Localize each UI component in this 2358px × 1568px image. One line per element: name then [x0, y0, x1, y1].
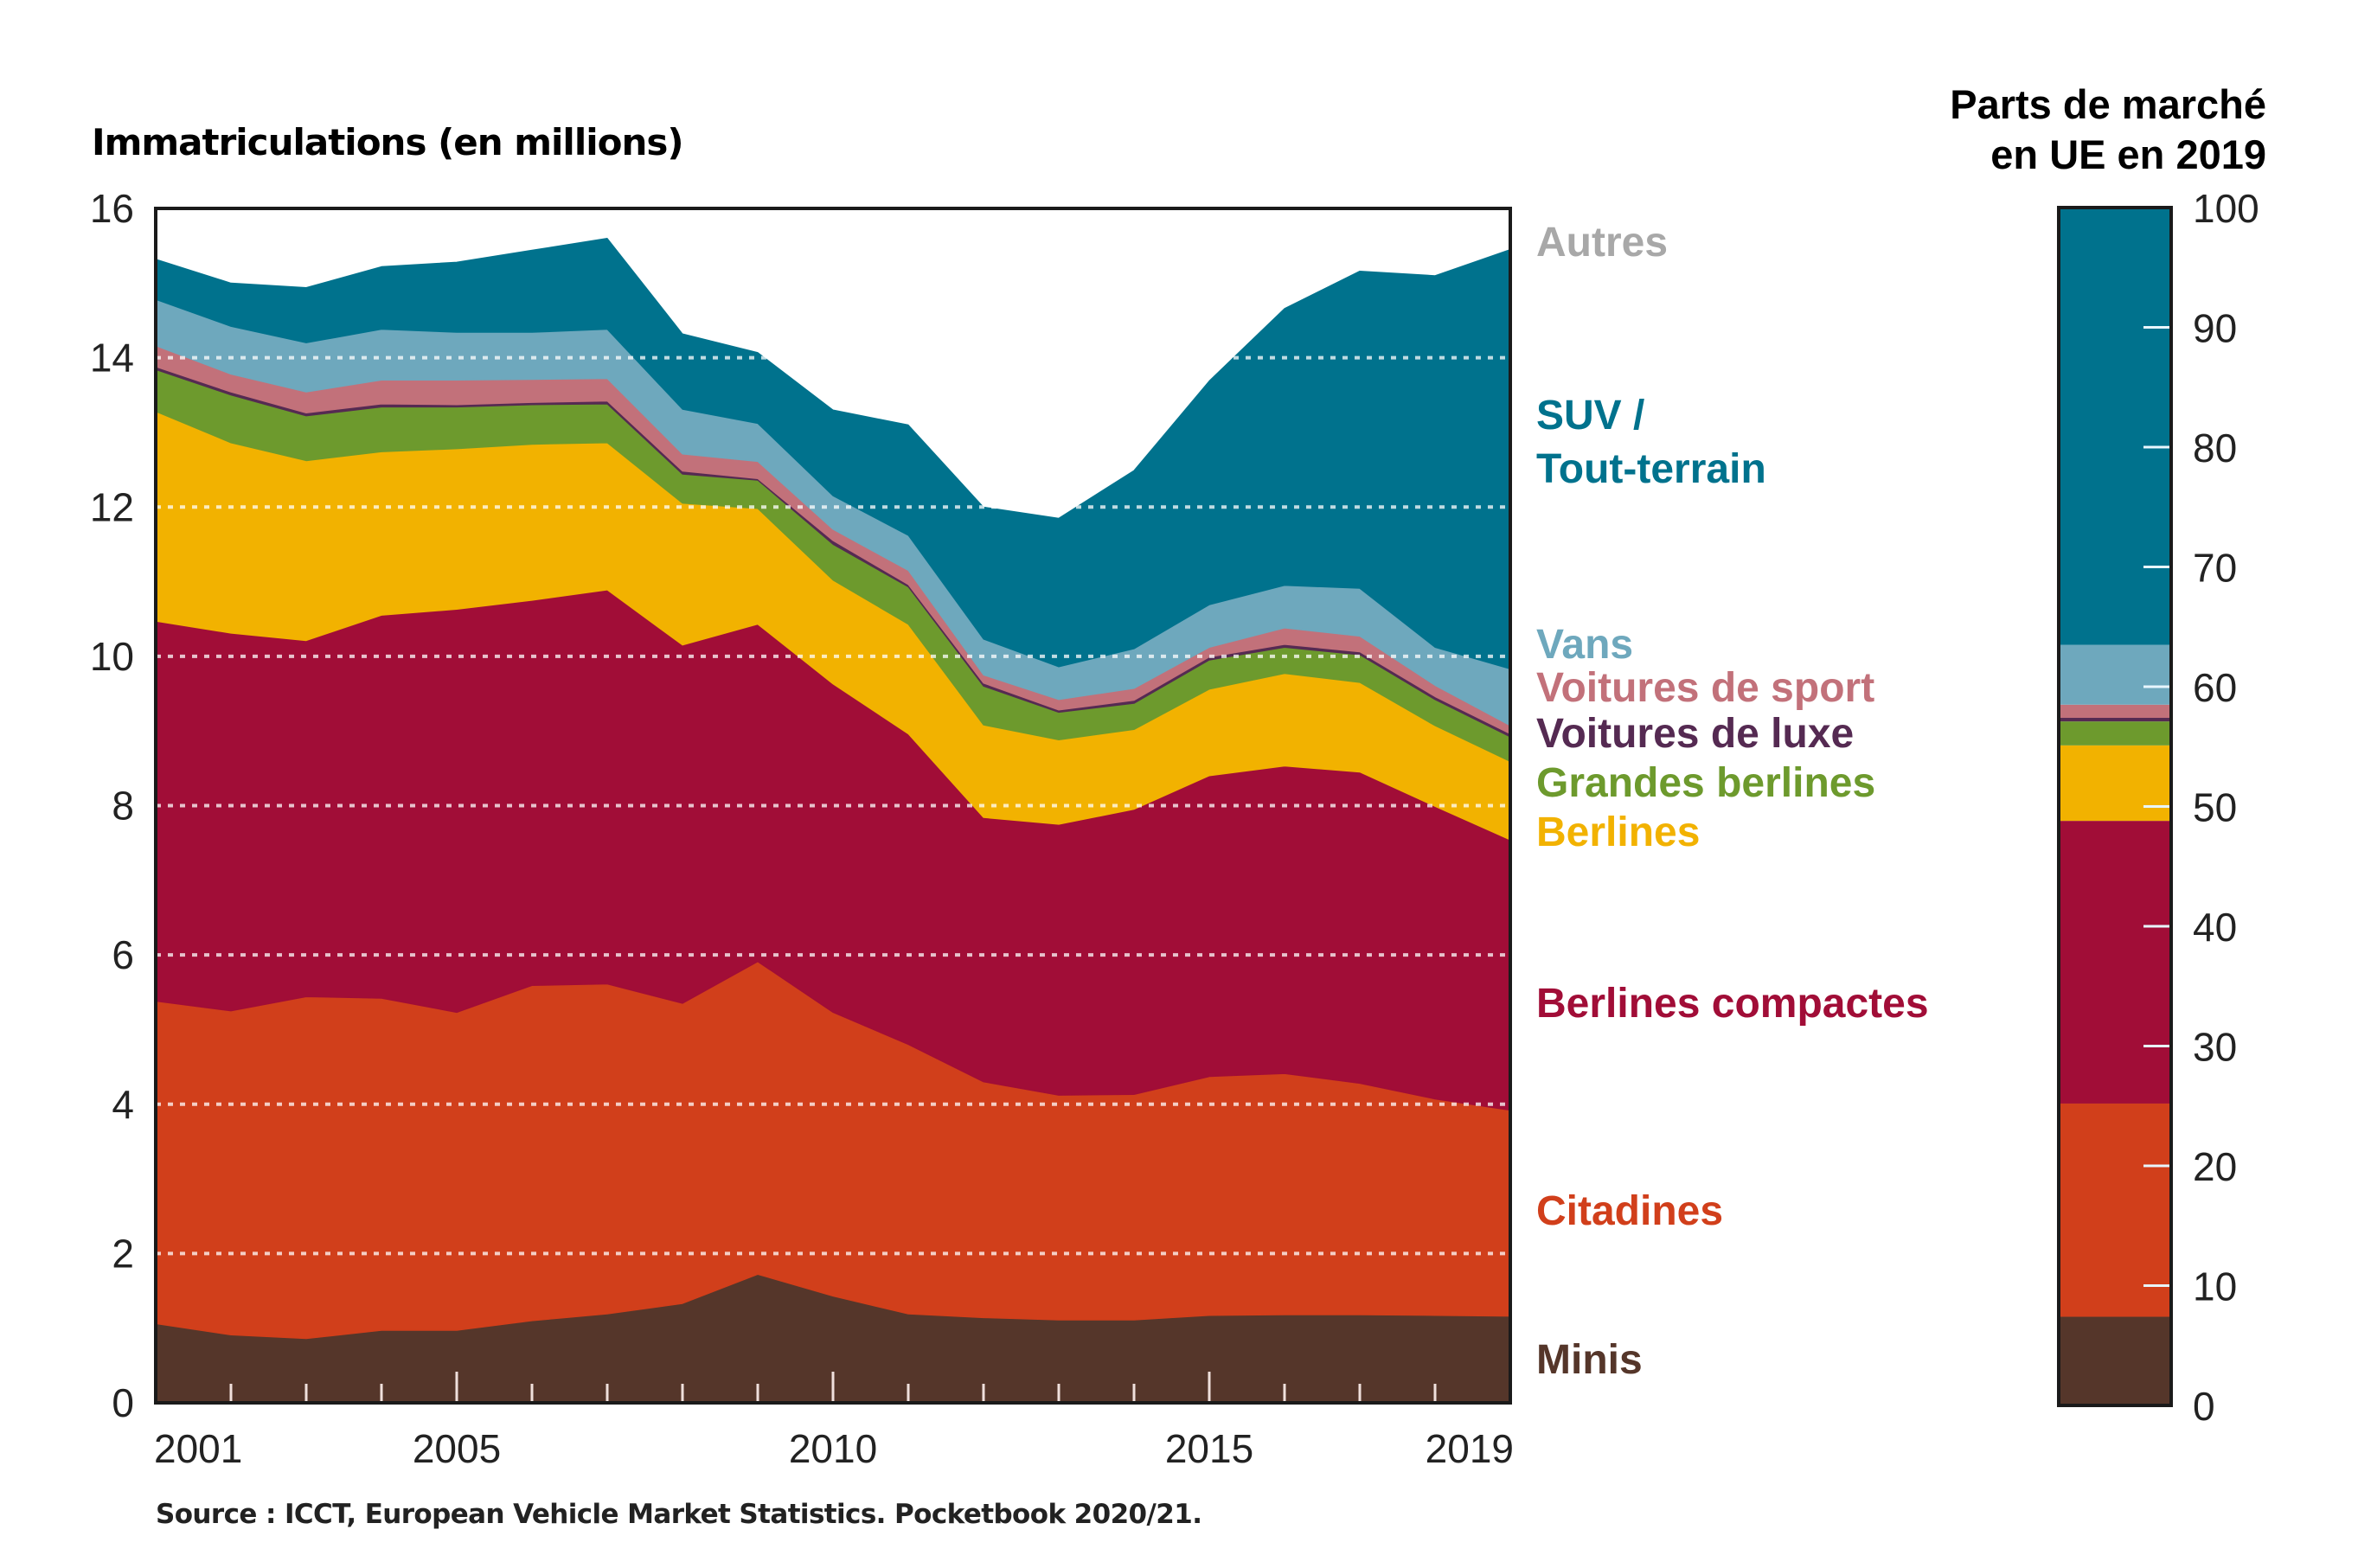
share-tick-label: 80 [2193, 426, 2237, 470]
share-tick-label: 100 [2193, 186, 2259, 231]
x-tick-label: 2005 [413, 1426, 501, 1471]
gridlines [156, 355, 1510, 1256]
y-tick-label: 14 [90, 336, 134, 381]
market-share-labels: 0 10 20 30 40 50 60 70 80 90 100 [2193, 186, 2259, 1429]
x-tick-label: 2019 [1426, 1426, 1514, 1471]
share-tick-label: 30 [2193, 1025, 2237, 1070]
x-axis-ticks [229, 1372, 1437, 1403]
share-tick-label: 70 [2193, 546, 2237, 591]
legend-label-compactes: Berlines compactes [1536, 981, 1929, 1027]
legend-label-grandes: Grandes berlines [1536, 760, 1876, 806]
y-tick-label: 10 [90, 634, 134, 679]
market-share-bar [2057, 206, 2173, 1407]
market-share-title-line2: en UE en 2019 [1990, 131, 2266, 177]
share-segment-vans [2059, 644, 2171, 705]
legend-label-berlines: Berlines [1536, 810, 1701, 855]
x-axis-labels: 2001 2005 2010 2015 2019 [154, 1426, 1514, 1471]
share-tick-label: 50 [2193, 785, 2237, 830]
share-tick-label: 20 [2193, 1144, 2237, 1189]
share-segment-suv-tout-terrain [2059, 208, 2171, 645]
market-share-title-line1: Parts de marché [1950, 81, 2266, 127]
plot-frame [154, 207, 1512, 1405]
area-layers [155, 238, 1511, 1404]
share-tick-label: 10 [2193, 1264, 2237, 1309]
legend-label-minis: Minis [1536, 1337, 1643, 1383]
share-tick-label: 90 [2193, 306, 2237, 351]
share-segment-minis [2059, 1316, 2171, 1405]
legend-label-suv1: SUV / [1536, 393, 1645, 438]
share-segment-citadines [2059, 1103, 2171, 1317]
share-segment-voitures-de-sport [2059, 704, 2171, 719]
legend-label-sport: Voitures de sport [1536, 665, 1875, 711]
y-tick-label: 4 [112, 1082, 134, 1127]
y-tick-label: 12 [90, 484, 134, 529]
share-segment-grandes-berlines [2059, 721, 2171, 746]
y-axis-labels: 0 2 4 6 8 10 12 14 16 [90, 186, 134, 1425]
share-tick-label: 40 [2193, 905, 2237, 950]
x-tick-label: 2015 [1165, 1426, 1253, 1471]
share-tick-label: 60 [2193, 665, 2237, 710]
market-share-ticks [2143, 326, 2169, 1287]
share-segment-berlines-compactes [2059, 821, 2171, 1104]
legend-label-autres: Autres [1536, 220, 1669, 266]
y-axis-title: Immatriculations (en millions) [92, 121, 684, 163]
y-tick-label: 2 [112, 1231, 134, 1276]
y-tick-label: 6 [112, 932, 134, 977]
legend-label-citadines: Citadines [1536, 1188, 1724, 1234]
y-tick-label: 8 [112, 784, 134, 829]
y-tick-label: 0 [112, 1380, 134, 1425]
legend-label-luxe: Voitures de luxe [1536, 711, 1855, 757]
share-segment-voitures-de-luxe [2059, 718, 2171, 722]
market-share-title: Parts de marché en UE en 2019 [1950, 80, 2266, 180]
legend-label-suv2: Tout-terrain [1536, 446, 1766, 492]
share-bar-frame [2057, 206, 2173, 1407]
x-tick-label: 2010 [789, 1426, 877, 1471]
y-tick-label: 16 [90, 186, 134, 231]
source-note: Source : ICCT, European Vehicle Market S… [156, 1499, 1202, 1530]
share-tick-label: 0 [2193, 1384, 2215, 1429]
share-segment-berlines [2059, 745, 2171, 822]
x-tick-label: 2001 [154, 1426, 242, 1471]
legend-label-vans: Vans [1536, 622, 1634, 668]
